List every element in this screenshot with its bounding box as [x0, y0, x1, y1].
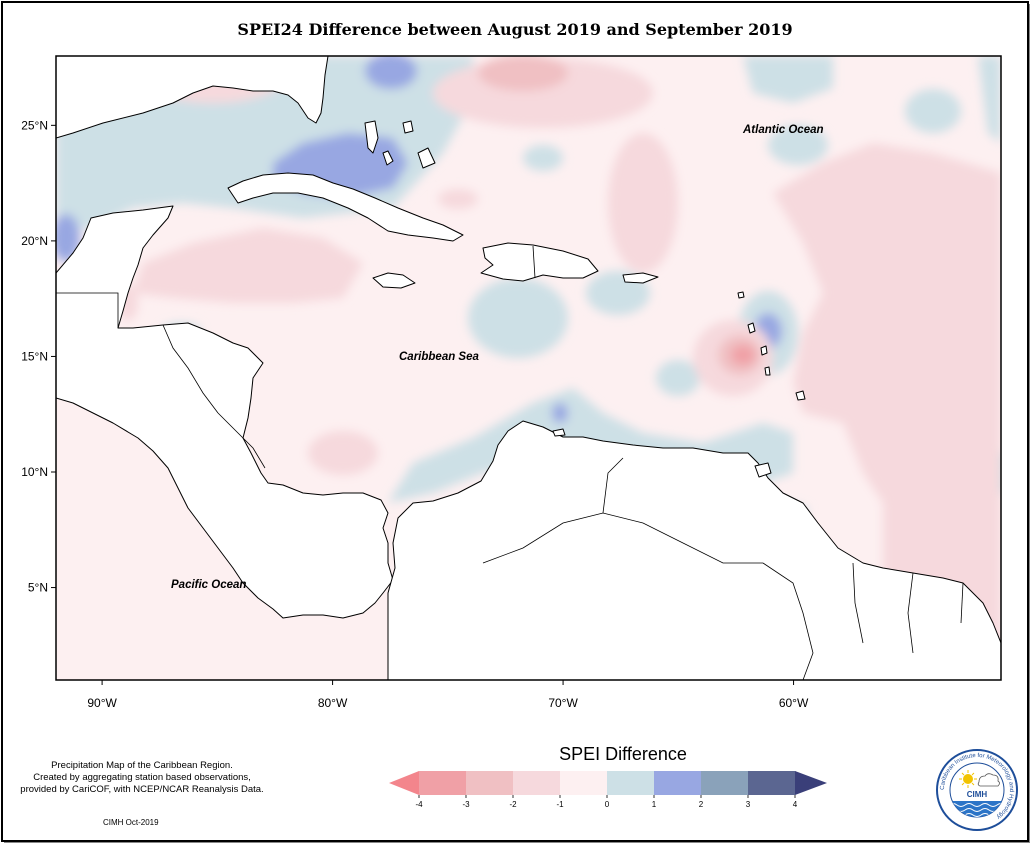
- map-credits: Precipitation Map of the Caribbean Regio…: [7, 760, 277, 796]
- spei-negative-region: [438, 189, 478, 209]
- spei-strong-positive-region: [552, 403, 568, 423]
- color-bar-segment: [654, 771, 702, 795]
- landmass-bahamas: [417, 147, 436, 169]
- color-bar-tick-label: 2: [699, 800, 704, 809]
- y-axis-tick-label: 25°N: [21, 118, 48, 132]
- color-bar-segment: [419, 771, 467, 795]
- spei-positive-region: [905, 89, 961, 133]
- country-border: [532, 245, 536, 279]
- color-bar-tick-label: -4: [415, 800, 423, 809]
- color-bar-segment: [701, 771, 749, 795]
- landmass-south-america: [387, 420, 1001, 680]
- legend-title: SPEI Difference: [559, 744, 687, 764]
- color-bar-segment: [560, 771, 608, 795]
- spei-negative-region: [773, 143, 1001, 680]
- color-bar-segment: [748, 771, 796, 795]
- color-bar-tick-label: 3: [746, 800, 751, 809]
- y-axis-tick-label: 5°N: [28, 581, 48, 595]
- color-bar-tick-label: -1: [556, 800, 564, 809]
- landmass-lesser-antilles: [747, 322, 756, 334]
- waves-icon: [950, 801, 1004, 817]
- landmass-lesser-antilles: [764, 366, 771, 376]
- color-bar-tick-label: -3: [462, 800, 470, 809]
- landmass-lesser-antilles: [737, 291, 745, 299]
- y-axis-tick-label: 15°N: [21, 349, 48, 363]
- landmass-florida: [56, 56, 329, 139]
- credit-line: Precipitation Map of the Caribbean Regio…: [51, 760, 233, 771]
- landmass-hispaniola: [480, 242, 599, 282]
- spei-negative-region: [133, 228, 363, 303]
- landmass-jamaica: [372, 272, 416, 289]
- spei-negative-region: [308, 431, 378, 475]
- logo-text: CIMH: [967, 790, 988, 799]
- spei-negative-region: [608, 133, 678, 273]
- map-axes: 90°W 80°W 70°W 60°W 25°N 20°N 15°N 10°N 5°N: [21, 118, 809, 710]
- spei-positive-region: [468, 278, 568, 358]
- cimh-logo: Caribbean Institute for Meteorology and …: [936, 749, 1018, 831]
- landmass-puerto-rico: [622, 272, 659, 284]
- color-bar-tick-label: -2: [509, 800, 517, 809]
- landmass-abc-islands: [552, 428, 566, 437]
- spei-positive-region: [743, 56, 833, 103]
- color-bar-segment: [466, 771, 514, 795]
- x-axis-tick-label: 80°W: [318, 696, 348, 710]
- country-border: [960, 582, 964, 624]
- credit-line: Created by aggregating station based obs…: [33, 772, 251, 783]
- cloud-icon: [977, 773, 1000, 787]
- color-bar: -4 -3 -2 -1 0 1 2 3 4: [389, 771, 827, 809]
- color-bar-segment: [607, 771, 655, 795]
- map-frame: [55, 55, 1002, 681]
- map-panel: 90°W 80°W 70°W 60°W 25°N 20°N 15°N 10°N 5°N Atla…: [21, 55, 1002, 710]
- color-bar-tick-label: 1: [652, 800, 657, 809]
- country-border: [907, 572, 914, 654]
- atlantic-ocean-label: Atlantic Ocean: [742, 124, 824, 136]
- spei-strong-positive-region: [56, 214, 80, 262]
- landmass-bahamas: [382, 150, 394, 166]
- landmass-cuba: [227, 172, 464, 242]
- spei-positive-region: [523, 145, 563, 171]
- color-bar-tick-label: 4: [793, 800, 798, 809]
- landmass-bahamas: [402, 120, 414, 134]
- spei-moderate-negative-region: [478, 56, 568, 91]
- color-bar-high-extension: [795, 771, 827, 795]
- spei-positive-region: [978, 56, 1001, 143]
- country-border: [56, 292, 119, 328]
- landmass-bahamas: [364, 120, 379, 154]
- landmass-lesser-antilles: [795, 390, 806, 401]
- spei-strong-negative-region: [731, 345, 755, 365]
- color-bar-low-extension: [389, 771, 419, 795]
- credit-date: CIMH Oct-2019: [103, 818, 159, 827]
- country-border: [482, 512, 763, 564]
- map-title: SPEI24 Difference between August 2019 an…: [237, 20, 793, 39]
- country-border: [602, 457, 624, 514]
- x-axis-tick-label: 90°W: [87, 696, 117, 710]
- country-border: [762, 562, 814, 680]
- spei-positive-region: [768, 125, 828, 165]
- y-axis-tick-label: 20°N: [21, 234, 48, 248]
- country-border: [162, 324, 219, 414]
- country-border: [217, 412, 266, 469]
- spei-strong-positive-region: [365, 56, 417, 89]
- color-bar-segment: [513, 771, 561, 795]
- credit-line: provided by CariCOF, with NCEP/NCAR Rean…: [20, 784, 264, 795]
- y-axis-tick-label: 10°N: [21, 465, 48, 479]
- caribbean-sea-label: Caribbean Sea: [399, 351, 479, 363]
- spei-positive-region: [656, 360, 700, 396]
- color-bar-tick-label: 0: [605, 800, 610, 809]
- sun-icon: [963, 774, 973, 784]
- landmass-trinidad: [754, 462, 772, 478]
- pacific-ocean-label: Pacific Ocean: [171, 579, 246, 591]
- landmass-lesser-antilles: [760, 345, 768, 356]
- landmass-central-america: [56, 205, 394, 619]
- country-border: [852, 562, 864, 644]
- x-axis-tick-label: 60°W: [779, 696, 809, 710]
- x-axis-tick-label: 70°W: [548, 696, 578, 710]
